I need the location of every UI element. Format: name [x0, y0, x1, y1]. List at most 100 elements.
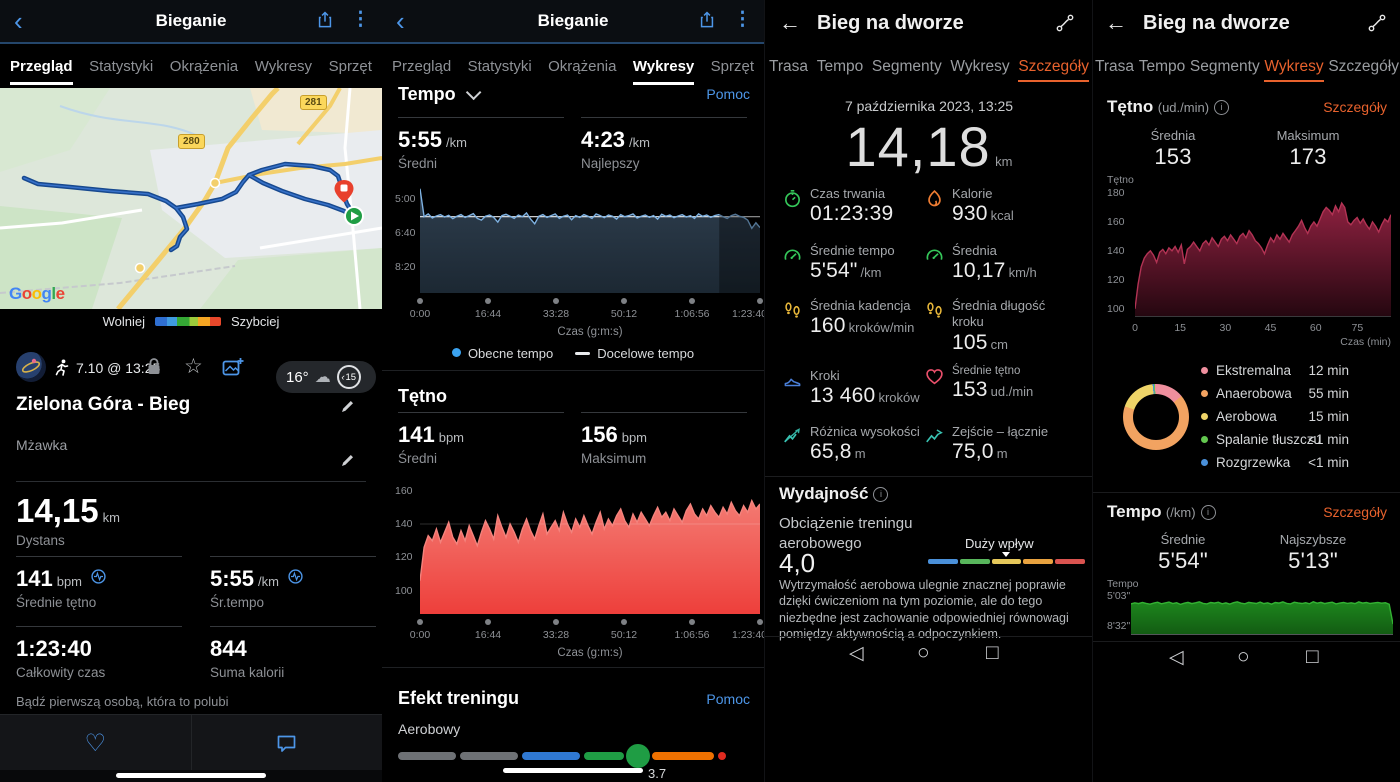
training-effect-slider[interactable] [398, 744, 748, 768]
route-edit-icon[interactable] [1367, 13, 1387, 33]
route-map[interactable]: 281 280 Google 16° 15 [0, 86, 382, 393]
back-icon[interactable] [1105, 10, 1127, 36]
hr-zone-row: Spalanie tłuszczu <1 min [1201, 432, 1349, 448]
activity-datetime: 7.10 @ 13:25 [76, 360, 161, 376]
pace-chart[interactable]: 5:00 6:40 8:20 0:00 16:44 33:28 50:12 1:06:56 1… [382, 180, 764, 345]
share-icon[interactable] [697, 9, 717, 31]
training-effect-title: Efekt treningu [398, 688, 520, 708]
hr-section-title: Tętno [398, 386, 447, 406]
app-header: Bieg na dworze [765, 0, 1093, 46]
stat-avg-hr: 141 bpm Średni [398, 412, 564, 466]
hr-section-title: Tętno (ud./min) [1107, 97, 1230, 117]
legend-faster-label: Szybciej [230, 313, 280, 329]
footsteps-icon [927, 302, 942, 318]
tab-przeglad[interactable]: Przegląd [392, 57, 452, 75]
tab-okrazenia[interactable]: Okrążenia [548, 57, 617, 75]
back-icon[interactable] [779, 10, 801, 36]
like-button[interactable] [0, 715, 192, 771]
tab-szczegoly[interactable]: Szczegóły [1328, 58, 1399, 75]
tab-przeglad[interactable]: Przegląd [10, 58, 73, 85]
pace-chart[interactable]: Tempo 5'03" 8'32" [1093, 578, 1400, 640]
tab-tempo[interactable]: Tempo [816, 58, 864, 75]
hr-details-link[interactable]: Szczegóły [1323, 99, 1387, 115]
favorite-star-icon[interactable]: ☆ [184, 355, 203, 378]
tab-trasa[interactable]: Trasa [769, 58, 809, 75]
help-link[interactable]: Pomoc [706, 86, 750, 102]
pulse-badge-icon [288, 569, 304, 584]
hr-chart-plot[interactable] [1135, 190, 1391, 317]
android-recents-button[interactable] [986, 641, 999, 665]
bottom-sheet[interactable]: OSIĄGNIĘTY WYNIK POMOC [0, 770, 382, 782]
app-header: Bieganie [382, 0, 764, 44]
weather-widget[interactable]: 16° 15 [276, 361, 376, 393]
tab-tempo[interactable]: Tempo [1138, 58, 1186, 75]
android-back-button[interactable] [849, 642, 864, 665]
tab-bar: Trasa Tempo Segmenty Wykresy Szczegóły [1093, 52, 1400, 82]
menu-icon[interactable] [351, 9, 370, 31]
tab-okrazenia[interactable]: Okrążenia [169, 57, 239, 75]
menu-icon[interactable] [733, 9, 752, 31]
zone-color-dot [1201, 390, 1208, 397]
hr-chart[interactable]: 160 140 120 100 0:00 16:44 33:28 50:12 1:06:56 1… [382, 468, 764, 659]
edit-title-pencil-icon[interactable] [340, 398, 355, 413]
metric-selector[interactable]: Tempo [398, 84, 482, 105]
hr-chart-plot[interactable] [420, 474, 760, 614]
android-back-button[interactable] [1169, 646, 1184, 669]
help-link[interactable]: POMOC [317, 779, 366, 782]
stat-best-pace: Najszybsze 5'13" [1279, 532, 1347, 574]
pace-color-legend: Wolniej Szybciej [0, 309, 382, 333]
hr-chart[interactable]: Tętno 180 160 140 120 100 0 15 30 45 60 75 Czas (… [1107, 174, 1391, 348]
pace-chart-y-axis: 5'03" 8'32" [1107, 590, 1131, 632]
cloud-icon [315, 367, 331, 387]
tab-statystyki[interactable]: Statystyki [89, 57, 154, 75]
share-icon[interactable] [315, 9, 335, 31]
hr-zone-row: Rozgrzewka <1 min [1201, 455, 1349, 471]
stat-descent-total: Zejście – łącznie 75,0 m [925, 424, 1070, 464]
android-recents-button[interactable] [1306, 645, 1319, 669]
android-home-button[interactable] [1237, 645, 1250, 669]
heart-icon [84, 729, 106, 758]
activity-date: 7 października 2023, 13:25 [844, 98, 1014, 114]
avatar[interactable] [16, 352, 46, 382]
footsteps-icon [785, 302, 800, 318]
lock-icon[interactable] [146, 357, 162, 376]
tab-wykresy[interactable]: Wykresy [632, 58, 695, 85]
tab-sprzet[interactable]: Sprzęt [710, 57, 754, 75]
info-icon[interactable] [1214, 100, 1230, 115]
tab-wykresy[interactable]: Wykresy [1264, 58, 1324, 82]
page-title: Bieganie [537, 11, 609, 30]
pace-chart-plot[interactable] [420, 186, 760, 293]
edit-note-pencil-icon[interactable] [340, 452, 355, 467]
tab-wykresy[interactable]: Wykresy [950, 58, 1010, 75]
x-axis-title: Czas (g:m:s) [557, 647, 623, 659]
tab-szczegoly[interactable]: Szczegóły [1018, 58, 1089, 82]
activity-title: Zielona Góra - Bieg [16, 394, 191, 415]
comment-button[interactable] [192, 715, 383, 771]
info-icon[interactable] [873, 487, 889, 502]
tab-segmenty[interactable]: Segmenty [871, 58, 942, 75]
stat-avg-pace: 5:55/km Śr.tempo [210, 556, 376, 610]
info-icon[interactable] [1200, 505, 1216, 520]
tab-trasa[interactable]: Trasa [1095, 58, 1135, 75]
tab-wykresy[interactable]: Wykresy [254, 57, 313, 75]
stat-calories: 844 Suma kalorii [210, 626, 376, 680]
tab-sprzet[interactable]: Sprzęt [328, 57, 372, 75]
heart-icon [926, 369, 943, 385]
pulse-badge-icon [91, 569, 107, 584]
finish-pin-icon [334, 180, 354, 203]
stat-avg-hr: Średnie tętno 153 ud./min [925, 364, 1070, 402]
tab-statystyki[interactable]: Statystyki [467, 57, 532, 75]
add-image-icon[interactable] [222, 357, 244, 377]
activity-note: Mżawka [16, 437, 68, 453]
android-home-button[interactable] [917, 641, 930, 665]
performance-section-title: Wydajność [779, 484, 889, 504]
route-edit-icon[interactable] [1055, 13, 1075, 33]
help-link[interactable]: Pomoc [706, 691, 750, 707]
pace-chart-plot[interactable] [1131, 594, 1393, 635]
x-axis-title: Czas (min) [1340, 336, 1391, 348]
pace-chart-y-axis: 5:00 6:40 8:20 [395, 192, 416, 274]
tab-segmenty[interactable]: Segmenty [1189, 58, 1260, 75]
hr-chart-y-axis: 160 140 120 100 [395, 484, 413, 597]
impact-label: Duży wpływ [965, 536, 1034, 551]
pace-details-link[interactable]: Szczegóły [1323, 504, 1387, 520]
